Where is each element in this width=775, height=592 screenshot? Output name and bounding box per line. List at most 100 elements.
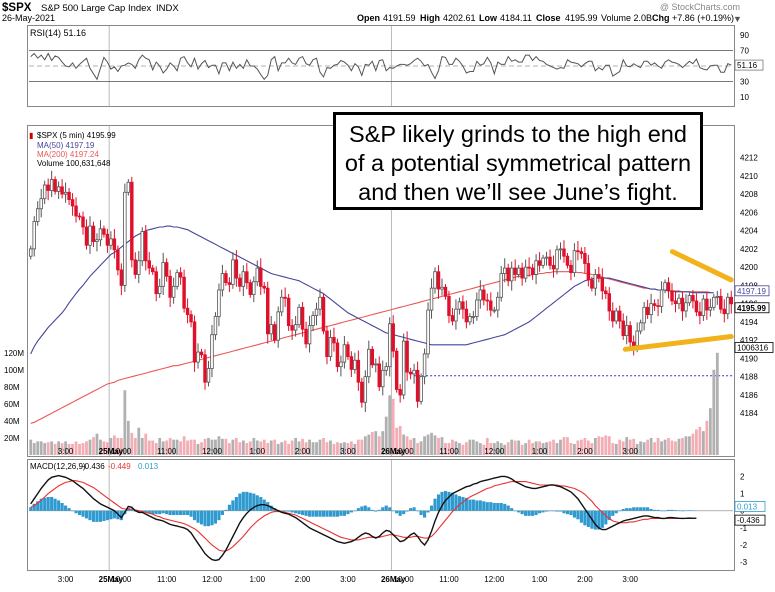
volume-bar <box>618 439 622 455</box>
volume-bar <box>43 443 47 455</box>
macd-histogram-bar <box>381 507 385 511</box>
candle-body <box>164 262 169 277</box>
candle-body <box>140 231 144 262</box>
candle-body <box>415 369 420 402</box>
candle-body <box>192 321 197 363</box>
candle-body <box>649 303 653 316</box>
volume-bar <box>391 398 395 455</box>
candle-body <box>220 273 225 291</box>
index-name: S&P 500 Large Cap Index <box>41 3 151 14</box>
volume-bar <box>597 436 601 455</box>
volume-bar <box>252 437 256 455</box>
volume-bar <box>593 437 597 455</box>
macd-histogram-bar <box>217 510 221 521</box>
volume-bar <box>416 443 419 455</box>
lower-trendline <box>622 334 734 352</box>
candle-body <box>304 328 308 345</box>
macd-histogram-bar <box>367 507 371 511</box>
macd-x-tick-label: 10:00 <box>394 575 415 584</box>
volume-bar <box>32 443 36 455</box>
macd-histogram-bar <box>301 510 305 515</box>
volume-bar <box>541 443 545 455</box>
volume-bar <box>301 438 304 455</box>
macd-histogram-bar <box>524 510 528 516</box>
chevron-down-icon[interactable]: ▼ <box>733 14 742 24</box>
macd-histogram-bar <box>398 510 402 516</box>
macd-histogram-bar <box>328 510 333 517</box>
macd-panel <box>27 459 735 571</box>
macd-histogram-bar <box>625 508 629 511</box>
macd-x-tick-label: 2:00 <box>295 575 311 584</box>
candle-body <box>586 263 591 281</box>
volume-bar <box>573 443 576 455</box>
candle-body <box>126 181 131 193</box>
macd-value-label-badge <box>734 514 766 526</box>
candle-body <box>464 308 469 323</box>
price-tick-label: 4190 <box>740 354 758 363</box>
last-price-label: 4195.99 <box>737 304 766 313</box>
candle-body <box>112 238 117 251</box>
macd-histogram-bar <box>245 491 249 511</box>
macd-histogram-bar <box>339 510 343 516</box>
volume-bar <box>548 441 552 455</box>
candle-body <box>628 325 632 343</box>
candle-body <box>109 238 113 246</box>
candle-body <box>509 267 514 282</box>
macd-histogram-bar <box>210 510 214 526</box>
volume-bar <box>381 431 385 455</box>
volume-bar <box>374 431 378 455</box>
macd-histogram-bar <box>151 510 155 515</box>
macd-histogram-bar <box>206 510 211 527</box>
macd-histogram-bar <box>154 510 158 515</box>
macd-histogram-bar <box>416 510 420 512</box>
macd-histogram-bar <box>102 510 106 521</box>
price-x-tick-label: 26May <box>381 447 406 456</box>
candle-body <box>318 296 322 310</box>
candle-body <box>642 306 646 324</box>
low-value: 4184.11 <box>500 13 532 23</box>
macd-line <box>30 474 697 562</box>
candle-body <box>719 295 723 310</box>
candle-body <box>199 351 204 356</box>
candle-body <box>482 289 486 301</box>
candle-icon: ▮ <box>29 131 33 140</box>
candle-body <box>360 381 364 403</box>
macd-histogram-bar <box>646 507 650 511</box>
volume-bar <box>698 426 702 455</box>
last-price-label-badge <box>734 302 770 314</box>
candle-body <box>516 267 521 275</box>
candle-body <box>353 359 357 370</box>
volume-bar <box>343 442 346 455</box>
candle-body <box>436 271 441 290</box>
macd-histogram-bar <box>489 502 493 511</box>
candle-body <box>429 287 434 311</box>
macd-histogram-bar <box>269 505 273 511</box>
candle-body <box>346 344 350 358</box>
price-tick-label: 4210 <box>740 172 758 181</box>
candle-body <box>39 198 43 210</box>
macd-histogram-bar <box>231 500 235 511</box>
candle-body <box>63 191 68 195</box>
volume-bar <box>234 437 238 455</box>
volume-bar <box>189 439 193 455</box>
macd-histogram-bar <box>196 510 200 523</box>
macd-histogram-bar <box>161 510 165 514</box>
volume-bar <box>524 443 528 455</box>
ohlc-readout: Open 4191.59 High 4202.61 Low 4184.11 Cl… <box>357 13 734 23</box>
price-x-tick-label: 12:00 <box>484 447 505 456</box>
candle-body <box>252 281 256 295</box>
macd-histogram-bar <box>558 510 563 512</box>
volume-bar <box>370 432 374 455</box>
macd-x-tick-label: 1:00 <box>532 575 548 584</box>
candle-body <box>621 320 625 337</box>
candle-body <box>272 324 277 341</box>
volume-bar <box>102 441 106 455</box>
candle-body <box>175 272 179 287</box>
candle-body <box>279 296 284 313</box>
volume-bar <box>175 439 179 455</box>
candle-body <box>384 366 388 371</box>
candle-body <box>712 296 716 308</box>
volume-bar <box>444 443 447 455</box>
volume-bar <box>562 437 566 455</box>
macd-histogram-bar <box>50 497 54 511</box>
